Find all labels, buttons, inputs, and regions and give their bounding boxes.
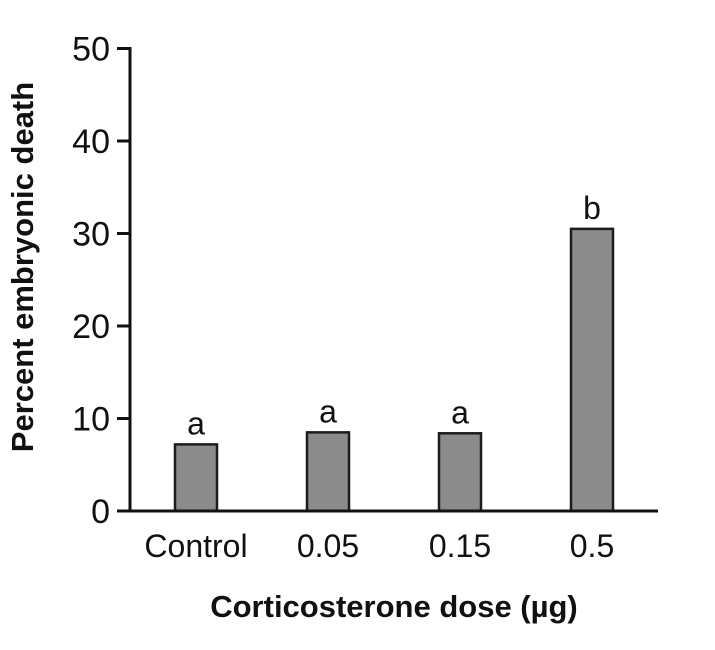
significance-letter: a <box>187 405 205 441</box>
bar <box>173 443 219 513</box>
significance-letter: a <box>451 394 469 430</box>
x-tick-label: 0.15 <box>429 528 491 564</box>
significance-letter: b <box>583 190 601 226</box>
x-axis-title: Corticosterone dose (µg) <box>210 589 578 624</box>
y-axis-title: Percent embryonic death <box>5 82 40 452</box>
y-tick-label: 0 <box>91 493 110 531</box>
y-tick-label: 30 <box>72 216 110 254</box>
x-tick-label: 0.05 <box>297 528 359 564</box>
bar <box>305 431 351 513</box>
y-tick-label: 40 <box>72 123 110 161</box>
axes-group <box>117 47 658 513</box>
y-tick-label: 10 <box>72 401 110 439</box>
y-tick-label: 20 <box>72 308 110 346</box>
bars-group <box>173 227 615 513</box>
y-tick-label: 50 <box>72 31 110 69</box>
bar <box>569 227 615 513</box>
x-tick-label: Control <box>144 528 247 564</box>
x-tick-label: 0.5 <box>570 528 614 564</box>
significance-letter: a <box>319 393 337 429</box>
labels-group: a Control a 0.05 a 0.15 b 0.5 0 10 20 30 40 50 <box>72 31 614 565</box>
bar <box>437 432 483 513</box>
